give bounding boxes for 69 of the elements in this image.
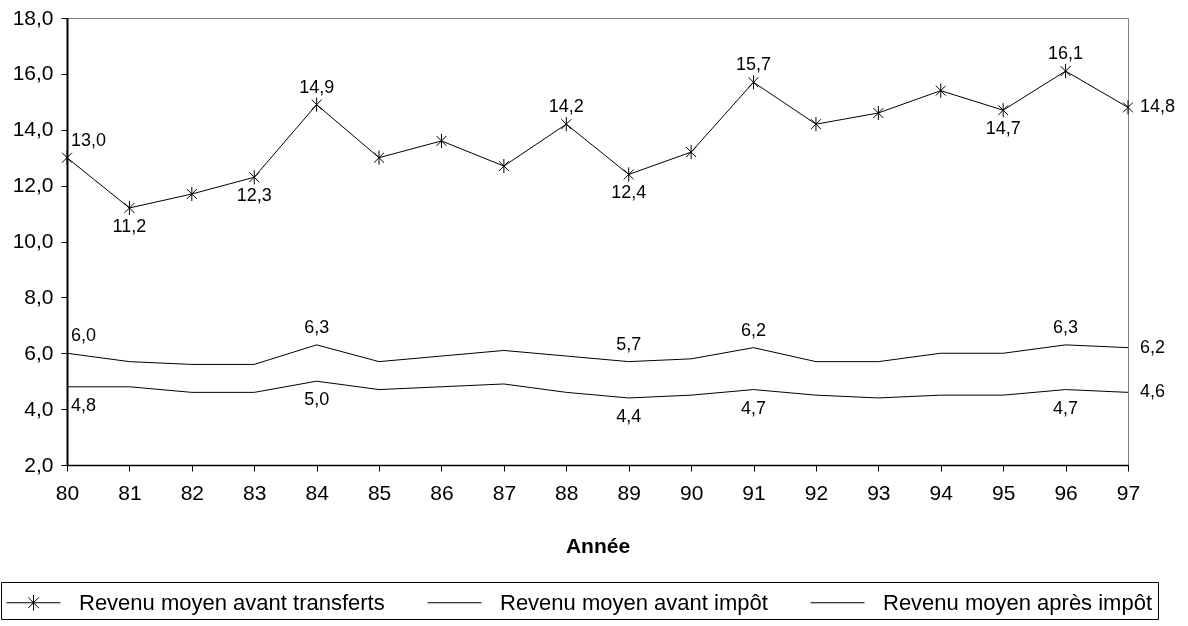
y-tick-label: 10,0 [12, 229, 54, 252]
data-label: 16,1 [1048, 43, 1084, 64]
point [248, 169, 260, 185]
legend-label: Revenu moyen avant transferts [79, 589, 385, 615]
x-tick-label: 88 [555, 480, 579, 504]
data-label: 5,0 [304, 389, 330, 410]
point [1060, 63, 1072, 79]
point [123, 200, 135, 216]
point [560, 116, 572, 132]
data-label: 6,3 [1053, 316, 1079, 337]
x-tick-label: 84 [305, 480, 330, 504]
y-tick-label: 8,0 [24, 284, 54, 308]
data-label: 6,0 [71, 325, 97, 346]
legend-label: Revenu moyen avant impôt [500, 589, 768, 615]
data-label: 14,7 [985, 118, 1021, 139]
x-tick-label: 94 [929, 480, 954, 504]
legend-label: Revenu moyen après impôt [883, 589, 1153, 615]
x-tick-label: 85 [367, 480, 392, 504]
x-axis-title: Année [565, 533, 631, 557]
x-tick-label: 96 [1054, 480, 1078, 504]
x-tick-label: 80 [55, 480, 80, 504]
x-tick-label: 89 [617, 480, 641, 504]
y-tick-label: 14,0 [12, 117, 54, 141]
x-tick-label: 82 [180, 480, 204, 504]
data-label: 4,6 [1140, 381, 1166, 402]
point [810, 116, 822, 132]
data-label: 4,7 [1053, 397, 1079, 418]
data-label: 6,2 [741, 319, 767, 340]
point [935, 83, 947, 99]
point [373, 150, 385, 166]
point [61, 150, 73, 166]
data-label: 6,3 [304, 316, 330, 337]
point [997, 102, 1009, 118]
y-tick-label: 4,0 [24, 396, 54, 420]
x-tick-label: 87 [492, 480, 517, 504]
x-tick-label: 92 [804, 480, 829, 504]
data-label: 14,2 [548, 96, 584, 117]
data-label: 13,0 [71, 129, 107, 150]
x-tick-label: 83 [243, 480, 267, 504]
point [1122, 99, 1134, 115]
data-label: 4,8 [71, 394, 97, 415]
data-label: 14,8 [1140, 96, 1176, 117]
point [311, 97, 323, 113]
data-label: 11,2 [112, 215, 147, 236]
x-tick-label: 91 [742, 480, 766, 504]
y-tick-label: 18,0 [12, 5, 54, 29]
x-tick-label: 86 [430, 480, 454, 504]
x-tick-label: 81 [118, 480, 142, 504]
data-label: 14,9 [299, 76, 335, 97]
data-label: 12,3 [236, 185, 272, 206]
x-tick-label: 90 [679, 480, 704, 504]
point [623, 166, 635, 183]
x-tick-label: 95 [992, 480, 1016, 504]
y-tick-label: 2,0 [24, 452, 54, 476]
point [685, 144, 697, 160]
data-label: 15,7 [736, 54, 772, 75]
x-tick-label: 93 [867, 480, 891, 504]
data-label: 4,4 [616, 405, 642, 426]
point [498, 158, 510, 174]
point [872, 105, 884, 121]
data-label: 12,4 [611, 182, 647, 203]
data-label: 4,7 [741, 397, 767, 418]
y-tick-label: 6,0 [24, 340, 54, 364]
data-label: 5,7 [616, 333, 642, 354]
y-tick-label: 12,0 [12, 173, 54, 197]
x-tick-label: 97 [1116, 480, 1141, 504]
y-tick-label: 16,0 [12, 61, 54, 85]
point [186, 186, 198, 202]
data-label: 6,2 [1140, 336, 1166, 357]
